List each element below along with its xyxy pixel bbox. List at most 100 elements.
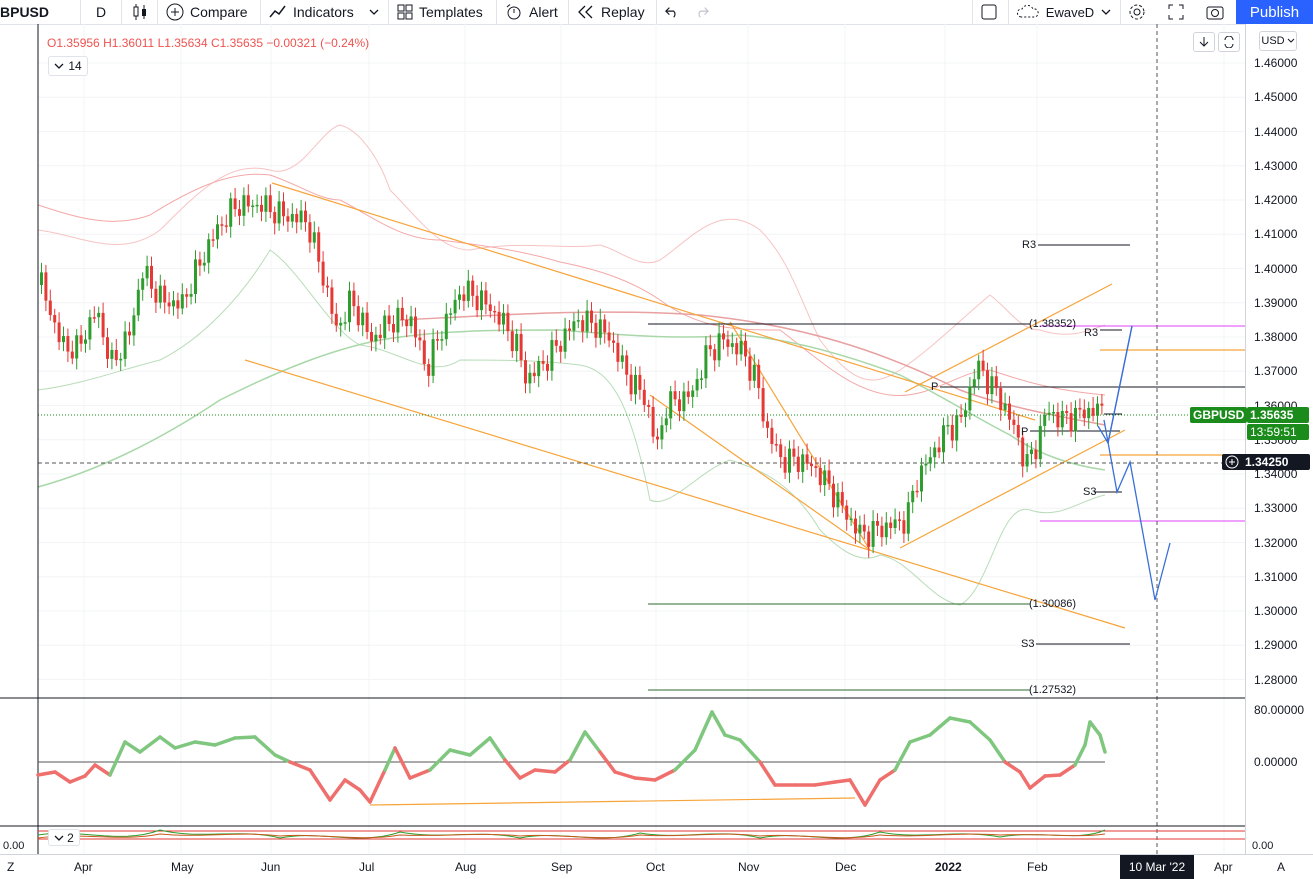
oscillator-segment: [288, 760, 312, 772]
candle-body: [75, 335, 79, 359]
candle-body: [801, 454, 805, 472]
candle-body: [682, 391, 686, 412]
candle-body: [849, 518, 853, 521]
oscillator-line: [36, 710, 1107, 807]
candle-body: [233, 198, 237, 210]
candle-body: [651, 406, 655, 437]
candle-body: [348, 290, 351, 323]
alert-button[interactable]: Alert: [497, 0, 569, 24]
candle-body: [1082, 409, 1086, 419]
candle-body: [114, 350, 118, 361]
candle-body: [189, 293, 193, 297]
candle-body: [220, 224, 224, 226]
candle-body: [612, 340, 615, 343]
oscillator-segment: [138, 735, 162, 754]
chevron-down-icon: [1287, 38, 1294, 43]
candle-body: [361, 312, 365, 326]
arrow-down-icon: [1199, 37, 1209, 47]
time-label: Apr: [74, 860, 93, 874]
candle-body: [352, 290, 356, 307]
fullscreen-button[interactable]: [1160, 0, 1192, 24]
symbol-search-button[interactable]: BPUSD: [0, 0, 81, 24]
settings-button[interactable]: [1120, 0, 1153, 24]
oscillator-segment: [653, 768, 677, 782]
interval-button[interactable]: D: [81, 0, 122, 24]
candle-body: [1016, 424, 1020, 438]
publish-button[interactable]: Publish: [1236, 0, 1313, 24]
oscillator-segment: [1043, 773, 1062, 778]
candle-body: [1034, 449, 1038, 460]
candle-body: [783, 457, 787, 473]
candle-body: [761, 388, 765, 422]
osc2-axis-label-right: 0.00: [1252, 840, 1274, 852]
candle-body: [150, 265, 153, 289]
candle-body: [493, 310, 497, 313]
snapshot-button[interactable]: [1200, 0, 1230, 24]
candle-body: [884, 522, 888, 538]
price-label: 1.46000: [1254, 56, 1298, 70]
zoom-left-icon[interactable]: Z: [7, 860, 15, 874]
oscillator-segment: [928, 716, 952, 737]
candle-body: [1096, 403, 1099, 416]
candle-body: [458, 294, 461, 300]
osc2-axis-label: 0.00: [3, 840, 25, 852]
candle-body: [317, 232, 321, 262]
candle-body: [1047, 412, 1051, 415]
projection-path-3: [1107, 325, 1133, 444]
scroll-down-button[interactable]: [1193, 32, 1215, 52]
reset-chart-button[interactable]: [1218, 32, 1240, 52]
indicator2-param: 2: [67, 830, 74, 845]
candle-body: [1038, 425, 1042, 460]
oscillator-segment: [878, 768, 897, 782]
indicator-collapse-button[interactable]: 14: [48, 56, 88, 76]
candle-body: [818, 467, 822, 486]
oscillator-segment: [1028, 774, 1047, 790]
replay-button[interactable]: Replay: [569, 0, 657, 24]
candle-body: [642, 389, 646, 405]
last-price-label: 1.35635: [1250, 408, 1294, 422]
candle-body: [990, 376, 994, 395]
candle-body: [282, 201, 285, 217]
candle-body: [691, 390, 695, 397]
chart-canvas[interactable]: [0, 24, 1245, 854]
candle-body: [497, 311, 501, 325]
redo-icon: [698, 7, 709, 18]
undo-button[interactable]: [657, 0, 687, 24]
oscillator-segment: [503, 758, 522, 780]
fib-low-label: (1.27532): [1029, 684, 1077, 696]
oscillator-segment: [273, 753, 292, 764]
candle-body: [343, 322, 347, 324]
candle-body: [752, 364, 756, 381]
indicators-button[interactable]: Indicators: [261, 0, 389, 24]
layout-square-button[interactable]: [972, 0, 1005, 24]
oscillator-segment: [968, 720, 992, 742]
currency-selector[interactable]: USD: [1259, 31, 1297, 51]
chevron-down-icon: [54, 63, 64, 69]
oscillator-segment: [408, 768, 432, 780]
candle-body: [207, 239, 211, 263]
candle-body: [1025, 454, 1029, 467]
candle-body: [603, 319, 607, 333]
crosshair-price-tag[interactable]: 1.34250: [1222, 454, 1310, 470]
candle-body: [396, 307, 400, 333]
oscillator-segment: [710, 710, 727, 737]
candle-body: [964, 410, 967, 417]
redo-button[interactable]: [687, 0, 717, 24]
chart-type-button[interactable]: [122, 0, 158, 24]
candle-body: [374, 334, 378, 342]
compare-button[interactable]: Compare: [158, 0, 261, 24]
templates-button[interactable]: Templates: [389, 0, 497, 24]
candle-body: [260, 204, 263, 212]
candle-body: [84, 339, 87, 344]
candle-body: [1091, 407, 1095, 416]
candle-body: [568, 328, 571, 331]
candle-body: [409, 316, 413, 327]
layout-name-button[interactable]: EwaveD: [1008, 0, 1119, 24]
auto-scale-icon[interactable]: A: [1277, 860, 1286, 874]
candle-body: [1030, 449, 1033, 455]
oscillator-segment: [988, 738, 1007, 764]
time-axis[interactable]: Z M A 10 Mar '22 AprMayJunJulAugSepOctNo…: [0, 854, 1313, 879]
candle-body: [312, 232, 316, 243]
price-label: 1.28000: [1254, 672, 1298, 687]
indicator2-collapse-button[interactable]: 2: [48, 829, 80, 846]
